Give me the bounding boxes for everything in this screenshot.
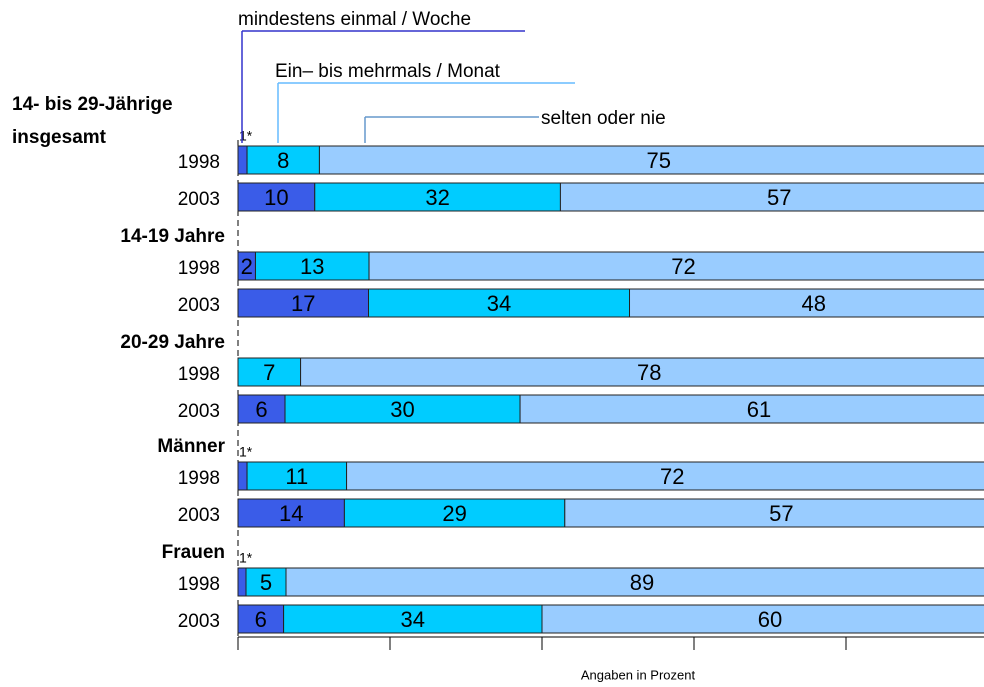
- data-label: 1*: [239, 550, 253, 566]
- data-label: 10: [264, 185, 288, 210]
- bar-segment: [237, 145, 248, 175]
- group-label: 14-19 Jahre: [120, 226, 225, 247]
- data-label: 11: [285, 464, 308, 489]
- y-tick-label: 1998: [178, 152, 220, 173]
- bar-segment: [564, 498, 984, 528]
- data-label: 5: [260, 570, 272, 595]
- bar-segment: [237, 567, 247, 597]
- bar-segment: [559, 182, 984, 212]
- bar-segment: [246, 461, 348, 491]
- x-axis-label: Angaben in Prozent: [581, 667, 696, 682]
- bar-segment: [300, 357, 984, 387]
- bar-segment: [541, 604, 984, 634]
- bar-segment: [237, 498, 345, 528]
- group-label: insgesamt: [12, 127, 107, 148]
- data-label: 2: [241, 254, 253, 279]
- y-tick-label: 1998: [178, 364, 220, 385]
- data-label: 6: [255, 397, 267, 422]
- data-label: 8: [277, 148, 289, 173]
- bar-segment: [283, 604, 543, 634]
- bar-segment: [237, 604, 285, 634]
- y-tick-label: 1998: [178, 258, 220, 279]
- data-label: 78: [637, 360, 661, 385]
- bar-segment: [237, 288, 370, 318]
- data-label: 60: [758, 607, 782, 632]
- group-label: Frauen: [162, 542, 225, 563]
- data-label: 34: [401, 607, 425, 632]
- data-label: 1*: [239, 128, 253, 144]
- group-label: 20-29 Jahre: [120, 332, 225, 353]
- bar-segment: [237, 357, 302, 387]
- data-label: 1*: [239, 444, 253, 460]
- legend-label: mindestens einmal / Woche: [238, 9, 471, 30]
- data-label: 34: [487, 291, 511, 316]
- data-label: 72: [660, 464, 684, 489]
- y-tick-label: 1998: [178, 468, 220, 489]
- bar-segment: [368, 251, 984, 281]
- data-label: 29: [442, 501, 466, 526]
- bar-segment: [285, 567, 984, 597]
- data-label: 13: [300, 254, 324, 279]
- bar-segment: [519, 394, 984, 424]
- data-label: 75: [646, 148, 670, 173]
- data-label: 57: [769, 501, 793, 526]
- bar-segment: [254, 251, 370, 281]
- y-tick-label: 2003: [178, 505, 220, 526]
- data-label: 17: [291, 291, 315, 316]
- bar-segment: [237, 394, 286, 424]
- data-label: 32: [425, 185, 449, 210]
- legend-label: Ein– bis mehrmals / Monat: [275, 61, 501, 82]
- bar-segment: [284, 394, 521, 424]
- group-label: 14- bis 29-Jährige: [12, 94, 173, 115]
- legend-label: selten oder nie: [541, 108, 666, 129]
- data-label: 89: [630, 570, 654, 595]
- y-tick-label: 2003: [178, 295, 220, 316]
- bar-segment: [245, 567, 287, 597]
- y-tick-label: 1998: [178, 574, 220, 595]
- bar-segment: [318, 145, 984, 175]
- bar-segment: [237, 461, 248, 491]
- data-label: 61: [747, 397, 771, 422]
- bar-segment: [629, 288, 984, 318]
- y-tick-label: 2003: [178, 611, 220, 632]
- data-label: 7: [263, 360, 275, 385]
- group-label: Männer: [157, 436, 225, 457]
- data-label: 57: [767, 185, 791, 210]
- data-label: 30: [390, 397, 414, 422]
- y-tick-label: 2003: [178, 401, 220, 422]
- y-tick-label: 2003: [178, 189, 220, 210]
- data-label: 6: [255, 607, 267, 632]
- data-label: 14: [279, 501, 303, 526]
- bar-segment: [346, 461, 984, 491]
- data-label: 72: [671, 254, 695, 279]
- bar-segment: [237, 182, 316, 212]
- data-label: 48: [802, 291, 826, 316]
